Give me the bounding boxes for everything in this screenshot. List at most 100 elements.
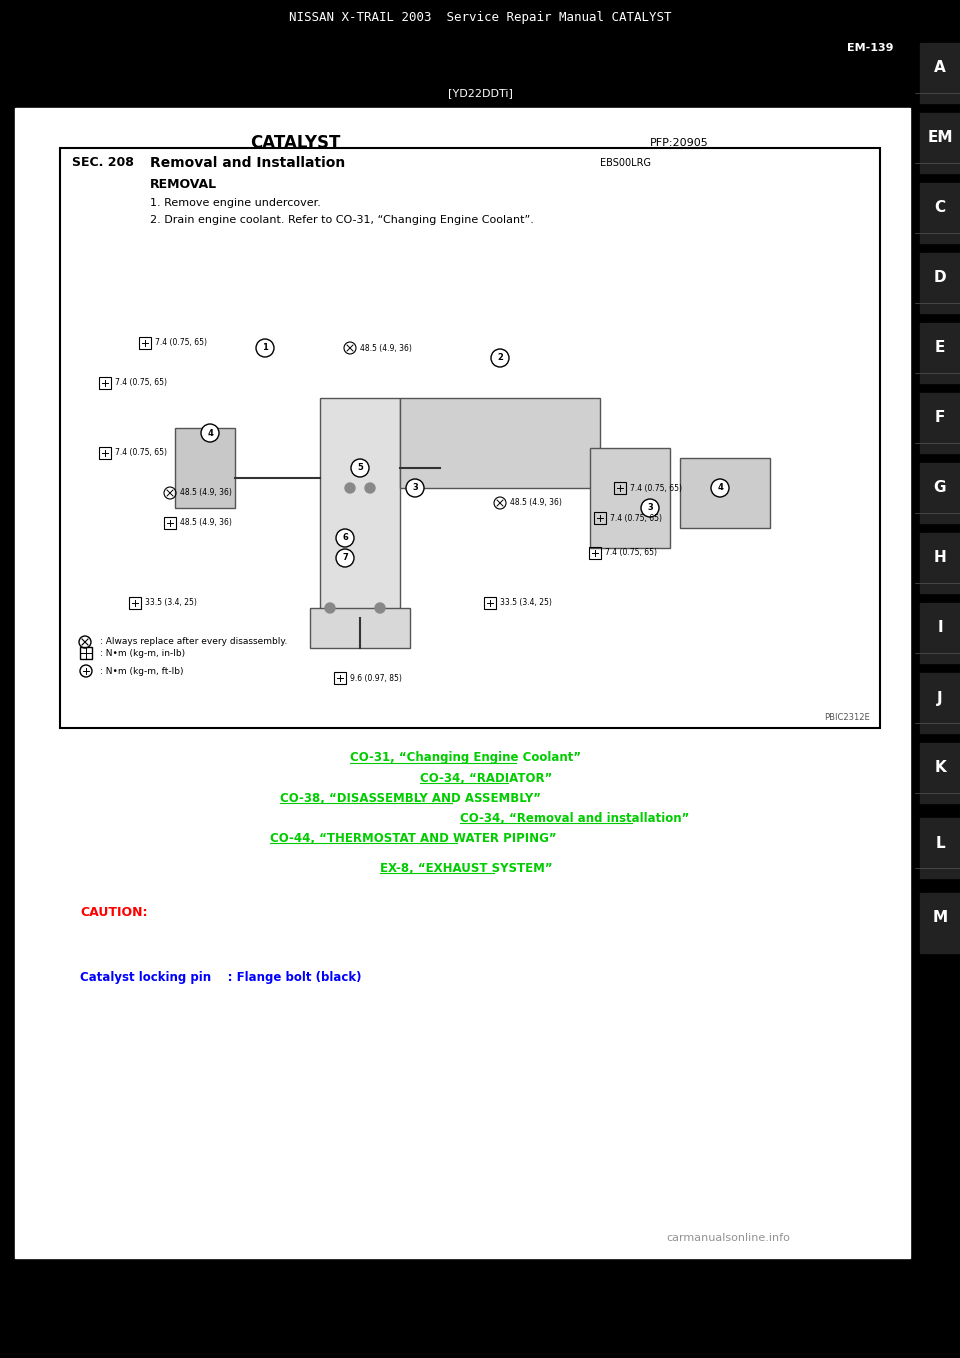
Circle shape [201, 424, 219, 441]
Text: 7.4 (0.75, 65): 7.4 (0.75, 65) [605, 549, 657, 558]
Bar [920, 463, 960, 523]
Text: 48.5 (4.9, 36): 48.5 (4.9, 36) [360, 344, 412, 353]
Text: 2: 2 [497, 353, 503, 363]
Text: CO-38, “DISASSEMBLY AND ASSEMBLY”: CO-38, “DISASSEMBLY AND ASSEMBLY” [280, 792, 541, 804]
Text: NISSAN X-TRAIL 2003  Service Repair Manual CATALYST: NISSAN X-TRAIL 2003 Service Repair Manua… [289, 11, 671, 24]
Text: L: L [935, 835, 945, 850]
Text: 4: 4 [207, 429, 213, 437]
Bar [164, 517, 176, 530]
Text: 33.5 (3.4, 25): 33.5 (3.4, 25) [500, 599, 552, 607]
Bar [99, 378, 111, 388]
Text: EBS00LRG: EBS00LRG [600, 158, 651, 168]
Text: C: C [934, 201, 946, 216]
Text: 7.4 (0.75, 65): 7.4 (0.75, 65) [630, 483, 682, 493]
Circle shape [345, 483, 355, 493]
Text: CO-34, “Removal and installation”: CO-34, “Removal and installation” [460, 812, 689, 824]
Circle shape [256, 340, 274, 357]
Text: 7.4 (0.75, 65): 7.4 (0.75, 65) [155, 338, 207, 348]
Text: Catalyst locking pin    : Flange bolt (black): Catalyst locking pin : Flange bolt (blac… [80, 971, 362, 985]
Bar [80, 646, 92, 659]
Text: D: D [934, 270, 947, 285]
Text: F: F [935, 410, 946, 425]
Bar [400, 398, 600, 488]
Text: CO-34, “RADIATOR”: CO-34, “RADIATOR” [420, 771, 552, 785]
Bar [920, 253, 960, 312]
Text: A: A [934, 61, 946, 76]
Text: EM-139: EM-139 [847, 43, 893, 53]
Text: 7: 7 [342, 554, 348, 562]
Text: CO-31, “Changing Engine Coolant”: CO-31, “Changing Engine Coolant” [350, 751, 581, 765]
Bar [920, 43, 960, 103]
Text: M: M [932, 910, 948, 926]
Text: CAUTION:: CAUTION: [80, 907, 148, 919]
Text: 7.4 (0.75, 65): 7.4 (0.75, 65) [610, 513, 662, 523]
Bar [920, 392, 960, 454]
Bar [334, 672, 346, 684]
Text: 2. Drain engine coolant. Refer to CO-31, “Changing Engine Coolant”.: 2. Drain engine coolant. Refer to CO-31,… [150, 215, 534, 225]
Bar [175, 428, 235, 508]
Bar [614, 482, 626, 494]
Circle shape [406, 479, 424, 497]
Bar [920, 113, 960, 172]
Circle shape [336, 549, 354, 568]
Bar [920, 603, 960, 663]
Bar [139, 337, 151, 349]
Bar [920, 743, 960, 803]
Text: I: I [937, 621, 943, 636]
Text: PFP:20905: PFP:20905 [650, 139, 708, 148]
Text: 48.5 (4.9, 36): 48.5 (4.9, 36) [180, 489, 232, 497]
Circle shape [375, 603, 385, 612]
Text: REMOVAL: REMOVAL [150, 178, 217, 191]
Circle shape [325, 603, 335, 612]
Bar [484, 598, 496, 608]
Text: 3: 3 [647, 504, 653, 512]
Text: G: G [934, 481, 947, 496]
Text: 1. Remove engine undercover.: 1. Remove engine undercover. [150, 198, 321, 208]
Circle shape [491, 349, 509, 367]
Circle shape [711, 479, 729, 497]
Bar [680, 458, 770, 528]
Text: CO-44, “THERMOSTAT AND WATER PIPING”: CO-44, “THERMOSTAT AND WATER PIPING” [270, 831, 557, 845]
Bar [920, 323, 960, 383]
Text: 9.6 (0.97, 85): 9.6 (0.97, 85) [350, 674, 402, 683]
Text: EM: EM [927, 130, 952, 145]
Bar [920, 894, 960, 953]
Text: J: J [937, 690, 943, 706]
Text: 4: 4 [717, 483, 723, 493]
Text: H: H [934, 550, 947, 565]
Bar [99, 447, 111, 459]
Text: 7.4 (0.75, 65): 7.4 (0.75, 65) [115, 379, 167, 387]
Text: K: K [934, 760, 946, 775]
Text: 33.5 (3.4, 25): 33.5 (3.4, 25) [145, 599, 197, 607]
Bar [594, 512, 606, 524]
Circle shape [641, 498, 659, 517]
Text: PBIC2312E: PBIC2312E [825, 713, 870, 721]
Bar [320, 398, 400, 618]
Text: : N•m (kg-m, in-lb): : N•m (kg-m, in-lb) [100, 649, 185, 657]
Text: E: E [935, 341, 946, 356]
Text: 48.5 (4.9, 36): 48.5 (4.9, 36) [510, 498, 562, 508]
Bar [60, 148, 880, 728]
Text: EX-8, “EXHAUST SYSTEM”: EX-8, “EXHAUST SYSTEM” [380, 861, 553, 875]
Circle shape [365, 483, 375, 493]
Bar [129, 598, 141, 608]
Text: [YD22DDTi]: [YD22DDTi] [447, 88, 513, 98]
Text: 48.5 (4.9, 36): 48.5 (4.9, 36) [180, 519, 232, 527]
Circle shape [351, 459, 369, 477]
Text: 6: 6 [342, 534, 348, 542]
Text: 3: 3 [412, 483, 418, 493]
Circle shape [336, 530, 354, 547]
Bar [590, 448, 670, 549]
Bar [15, 109, 910, 1258]
Bar [589, 547, 601, 559]
Bar [920, 532, 960, 593]
Text: Removal and Installation: Removal and Installation [150, 156, 346, 170]
Bar [920, 818, 960, 879]
Text: 5: 5 [357, 463, 363, 473]
Bar [310, 608, 410, 648]
Text: carmanualsonline.info: carmanualsonline.info [666, 1233, 790, 1243]
Text: 7.4 (0.75, 65): 7.4 (0.75, 65) [115, 448, 167, 458]
Text: CATALYST: CATALYST [250, 134, 341, 152]
Text: : Always replace after every disassembly.: : Always replace after every disassembly… [100, 637, 287, 646]
Text: 1: 1 [262, 344, 268, 353]
